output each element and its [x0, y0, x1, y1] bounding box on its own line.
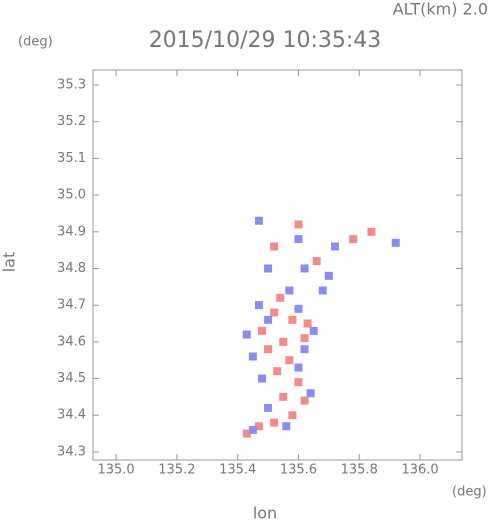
x-tick-label: 135.4: [219, 463, 256, 478]
y-axis-label: lat: [0, 252, 19, 273]
data-point: [264, 345, 273, 354]
y-tick-label: 34.6: [57, 334, 86, 349]
data-point: [309, 326, 318, 335]
data-point: [294, 363, 303, 372]
data-point: [254, 422, 263, 431]
data-point: [294, 235, 303, 244]
data-point: [300, 396, 309, 405]
data-point: [294, 220, 303, 229]
data-point: [288, 315, 297, 324]
y-tick-label: 34.8: [57, 261, 86, 276]
data-point: [285, 286, 294, 295]
data-point: [270, 242, 279, 251]
x-axis-label: lon: [253, 504, 277, 522]
data-point: [248, 425, 257, 434]
data-point: [242, 330, 251, 339]
data-point: [330, 242, 339, 251]
y-tick-label: 35.2: [57, 114, 86, 129]
data-point: [318, 286, 327, 295]
data-point: [294, 304, 303, 313]
plot-frame: [92, 69, 463, 461]
data-point: [264, 403, 273, 412]
data-point: [285, 356, 294, 365]
x-tick-label: 135.0: [97, 463, 134, 478]
y-tick-label: 35.1: [57, 151, 86, 166]
x-tick-label: 135.8: [341, 463, 378, 478]
data-point: [288, 411, 297, 420]
data-point: [248, 352, 257, 361]
data-point: [270, 308, 279, 317]
data-point: [242, 429, 251, 438]
altitude-label: ALT(km) 2.0: [393, 0, 488, 19]
data-point: [257, 326, 266, 335]
data-point: [257, 374, 266, 383]
y-tick-label: 35.3: [57, 78, 86, 93]
y-tick-label: 35.0: [57, 188, 86, 203]
y-tick-label: 34.5: [57, 371, 86, 386]
x-tick-label: 135.2: [158, 463, 195, 478]
data-point: [254, 216, 263, 225]
data-point: [391, 238, 400, 247]
x-tick-label: 136.0: [401, 463, 438, 478]
y-tick-label: 34.7: [57, 298, 86, 313]
data-point: [303, 319, 312, 328]
data-point: [264, 264, 273, 273]
data-point: [312, 257, 321, 266]
data-point: [300, 264, 309, 273]
data-point: [367, 227, 376, 236]
data-point: [300, 334, 309, 343]
y-unit: (deg): [18, 35, 53, 50]
x-unit: (deg): [452, 485, 487, 500]
data-point: [306, 389, 315, 398]
x-tick-label: 135.6: [280, 463, 317, 478]
data-point: [254, 301, 263, 310]
data-point: [324, 271, 333, 280]
data-point: [273, 367, 282, 376]
data-point: [349, 235, 358, 244]
y-tick-label: 34.4: [57, 408, 86, 423]
data-point: [294, 378, 303, 387]
data-point: [270, 418, 279, 427]
data-point: [279, 337, 288, 346]
chart-title: 2015/10/29 10:35:43: [149, 28, 382, 53]
data-point: [264, 315, 273, 324]
data-point: [279, 392, 288, 401]
data-point: [300, 345, 309, 354]
data-point: [276, 293, 285, 302]
y-tick-label: 34.9: [57, 224, 86, 239]
y-tick-label: 34.3: [57, 444, 86, 459]
data-point: [282, 422, 291, 431]
